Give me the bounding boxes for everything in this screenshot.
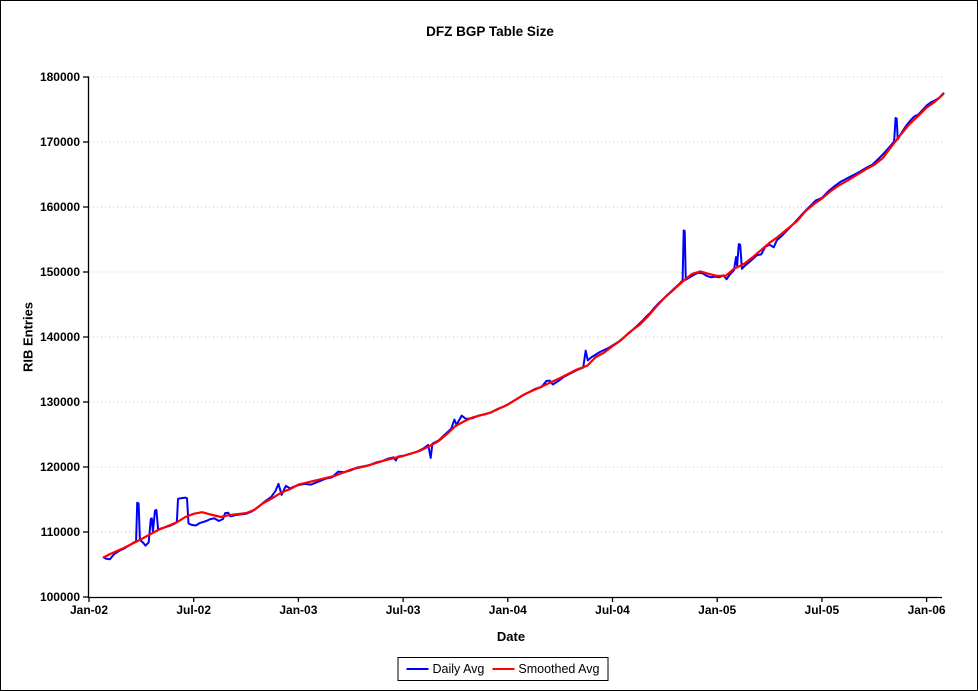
x-tick-label: Jul-04 — [595, 603, 630, 617]
daily-avg-line-swatch — [406, 668, 429, 670]
legend-label-smoothed-avg: Smoothed Avg — [518, 662, 600, 676]
y-tick-label: 140000 — [39, 329, 80, 344]
x-tick-label: Jan-06 — [907, 603, 946, 617]
chart-title: DFZ BGP Table Size — [426, 24, 554, 39]
x-tick-label: Jul-05 — [804, 603, 840, 617]
y-tick-label: 150000 — [39, 264, 80, 279]
y-tick-label: 110000 — [40, 524, 80, 539]
legend: Daily Avg Smoothed Avg — [397, 657, 609, 681]
x-tick-label: Jan-04 — [488, 603, 527, 617]
y-tick-label: 120000 — [39, 459, 80, 474]
y-tick-label: 160000 — [39, 199, 80, 214]
x-tick-label: Jan-02 — [69, 603, 109, 617]
x-tick-label: Jul-03 — [385, 603, 421, 617]
x-tick-label: Jan-05 — [698, 603, 737, 617]
x-tick-label: Jan-03 — [279, 603, 318, 617]
series-line-daily-avg — [102, 92, 945, 561]
y-tick-label: 130000 — [39, 394, 80, 409]
legend-item-smoothed-avg: Smoothed Avg — [492, 662, 599, 676]
y-tick-label: 180000 — [39, 69, 80, 84]
x-tick-label: Jul-02 — [176, 603, 212, 617]
legend-label-daily-avg: Daily Avg — [432, 662, 485, 676]
y-tick-label: 100000 — [39, 589, 80, 604]
smoothed-avg-line-swatch — [492, 668, 515, 670]
series-line-smoothed-avg — [102, 92, 945, 559]
y-tick-label: 170000 — [39, 134, 80, 149]
x-axis-title: Date — [496, 629, 526, 644]
legend-item-daily-avg: Daily Avg — [406, 662, 485, 676]
